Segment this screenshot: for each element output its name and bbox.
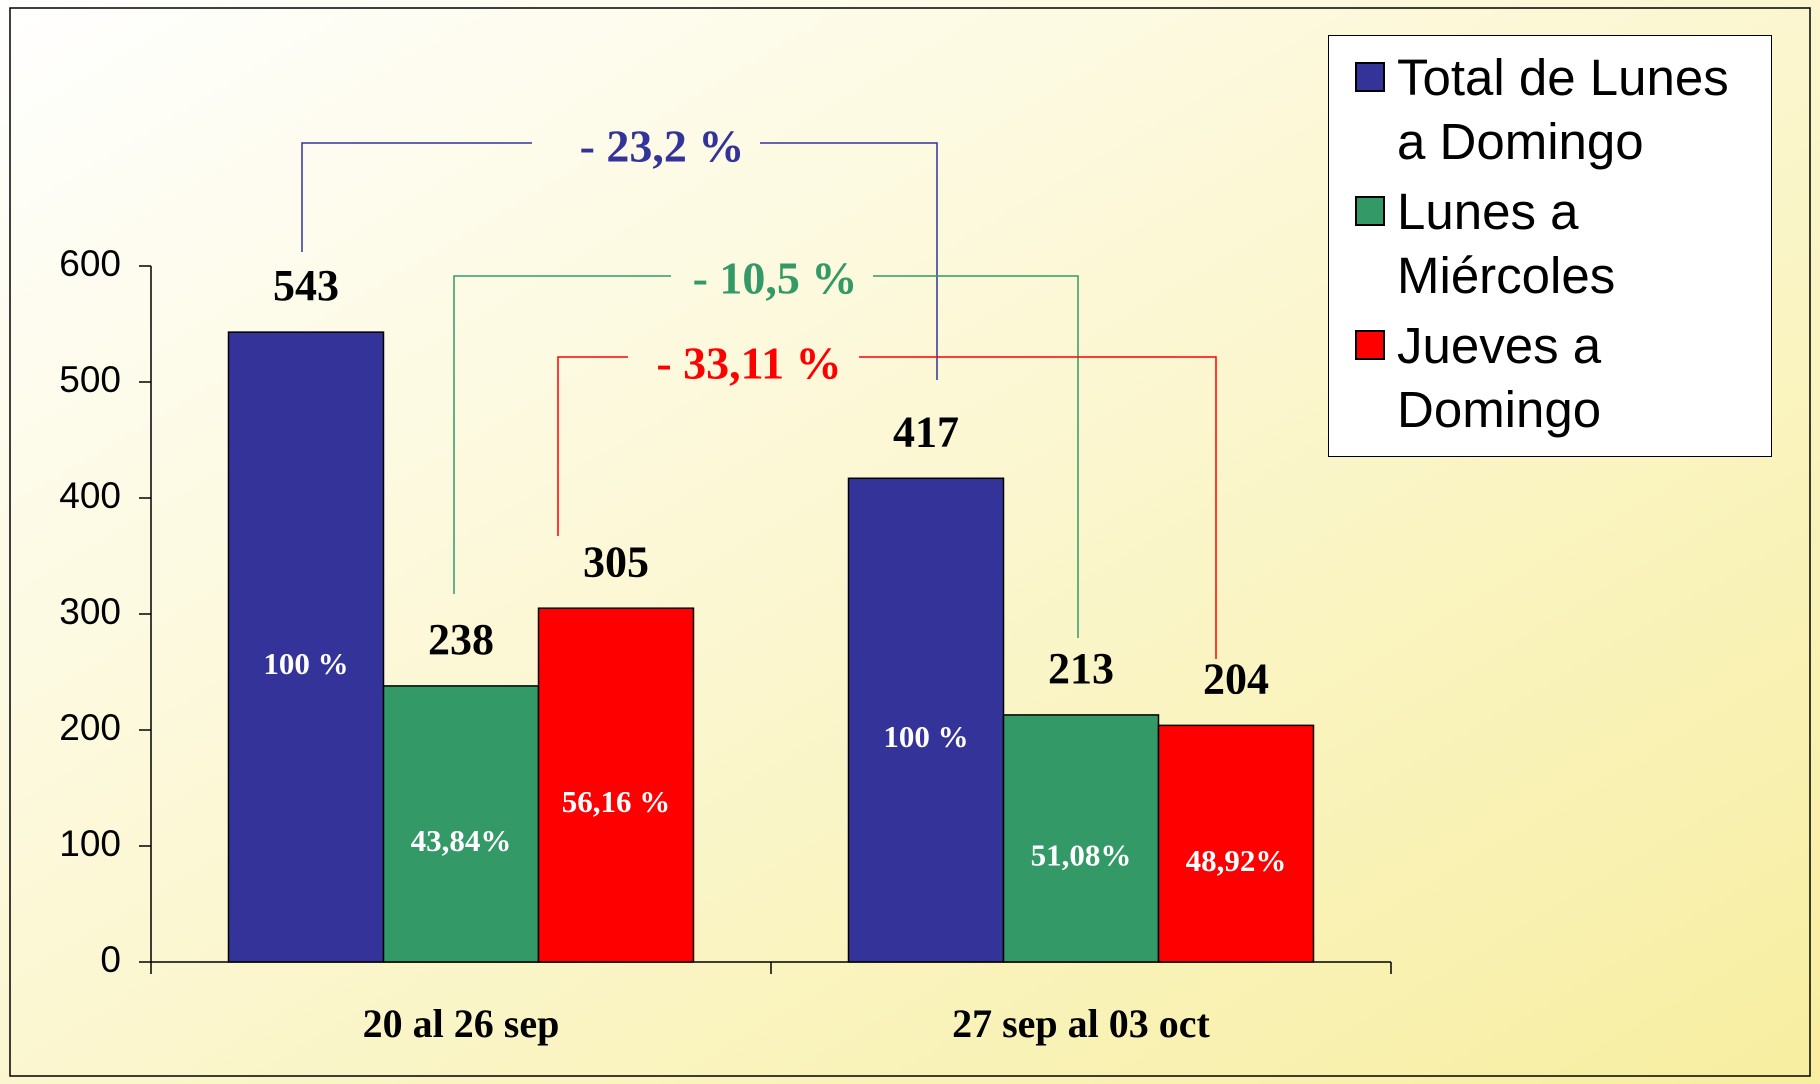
share-label: 100 % bbox=[883, 719, 968, 754]
legend-item: Total de Lunes a Domingo bbox=[1355, 46, 1771, 174]
legend-label: Total de Lunes a Domingo bbox=[1397, 49, 1729, 170]
data-label: 213 bbox=[1048, 644, 1114, 693]
y-tick-label: 400 bbox=[59, 475, 121, 516]
data-label: 204 bbox=[1203, 654, 1269, 703]
share-label: 43,84% bbox=[411, 823, 512, 858]
bar bbox=[537, 607, 695, 963]
share-label: 48,92% bbox=[1186, 843, 1287, 878]
x-tick-label: 27 sep al 03 oct bbox=[952, 1001, 1210, 1046]
brackets bbox=[301, 142, 1217, 659]
bracket-line bbox=[760, 142, 938, 380]
frame bbox=[9, 7, 1811, 1077]
share-label: 100 % bbox=[263, 646, 348, 681]
legend-label: Lunes a Miércoles bbox=[1397, 183, 1616, 304]
bar bbox=[227, 331, 385, 963]
change-annotation: - 23,2 % bbox=[580, 121, 745, 172]
share-label: 56,16 % bbox=[562, 784, 671, 819]
legend: Total de Lunes a Domingo Lunes a Miércole… bbox=[1328, 35, 1772, 457]
bar bbox=[847, 477, 1005, 963]
legend-item: Lunes a Miércoles bbox=[1355, 180, 1771, 308]
legend-swatch bbox=[1355, 62, 1385, 92]
y-tick-label: 0 bbox=[100, 939, 121, 980]
y-tick-label: 200 bbox=[59, 707, 121, 748]
data-label: 417 bbox=[893, 407, 959, 456]
bracket-line bbox=[301, 142, 532, 252]
data-label: 543 bbox=[273, 261, 339, 310]
bar bbox=[1002, 714, 1160, 963]
data-label: 238 bbox=[428, 615, 494, 664]
bracket-line bbox=[557, 356, 628, 536]
change-annotation: - 33,11 % bbox=[656, 338, 841, 389]
bracket-line bbox=[453, 275, 671, 594]
bracket-line bbox=[859, 356, 1217, 659]
y-tick-label: 500 bbox=[59, 359, 121, 400]
bar bbox=[382, 685, 540, 963]
y-tick-label: 600 bbox=[59, 243, 121, 284]
y-tick-label: 300 bbox=[59, 591, 121, 632]
bar bbox=[1157, 724, 1315, 963]
legend-label: Jueves a Domingo bbox=[1397, 317, 1602, 438]
x-tick-label: 20 al 26 sep bbox=[363, 1001, 560, 1046]
bracket-line bbox=[873, 275, 1079, 638]
legend-swatch bbox=[1355, 196, 1385, 226]
legend-swatch bbox=[1355, 330, 1385, 360]
data-label: 305 bbox=[583, 537, 649, 586]
legend-item: Jueves a Domingo bbox=[1355, 314, 1771, 442]
share-label: 51,08% bbox=[1031, 838, 1132, 873]
y-tick-label: 100 bbox=[59, 823, 121, 864]
change-annotation: - 10,5 % bbox=[693, 253, 858, 304]
